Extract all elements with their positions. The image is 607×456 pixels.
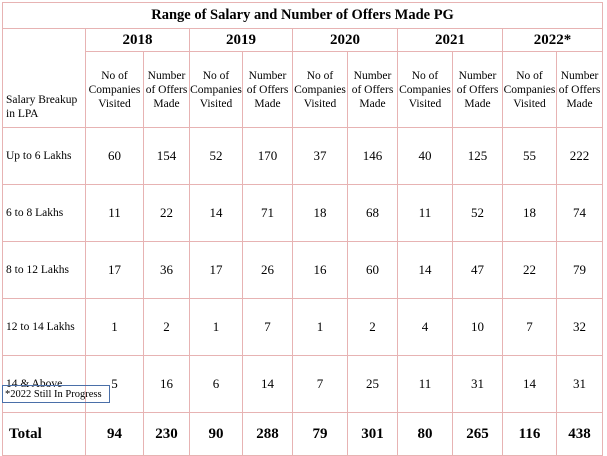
offers-made-cell: 60: [347, 241, 398, 299]
salary-range-label: 12 to 14 Lakhs: [2, 298, 86, 356]
offers-made-cell: 10: [452, 298, 503, 356]
offers-made-cell: 7: [242, 298, 293, 356]
offers-made-cell: 31: [452, 355, 503, 413]
offers-made-cell: 74: [555, 184, 604, 242]
offers-made-cell: 79: [555, 241, 604, 299]
companies-visited-cell: 60: [85, 127, 144, 185]
companies-visited-header: No of Companies Visited: [292, 51, 348, 128]
table-row: 6 to 8 Lakhs 11 22 14 71 18 68 11 52 18 74: [2, 184, 604, 242]
companies-visited-cell: 4: [397, 298, 453, 356]
companies-visited-cell: 7: [502, 298, 557, 356]
offers-made-cell: 2: [347, 298, 398, 356]
salary-range-label: Up to 6 Lakhs: [2, 127, 86, 185]
offers-made-cell: 154: [143, 127, 190, 185]
total-companies-cell: 90: [189, 412, 243, 456]
offers-made-header: Number of Offers Made: [452, 51, 503, 128]
total-companies-cell: 80: [397, 412, 453, 456]
offers-made-cell: 36: [143, 241, 190, 299]
offers-made-cell: 31: [555, 355, 604, 413]
offers-made-header: Number of Offers Made: [143, 51, 190, 128]
row-header: Salary Breakup in LPA: [2, 28, 86, 128]
total-offers-cell: 438: [555, 412, 604, 456]
table-row: 12 to 14 Lakhs 1 2 1 7 1 2 4 10 7 32: [2, 298, 604, 356]
companies-visited-cell: 14: [397, 241, 453, 299]
total-companies-cell: 94: [85, 412, 144, 456]
companies-visited-cell: 40: [397, 127, 453, 185]
companies-visited-header: No of Companies Visited: [397, 51, 453, 128]
offers-made-header: Number of Offers Made: [347, 51, 398, 128]
offers-made-cell: 22: [143, 184, 190, 242]
companies-visited-header: No of Companies Visited: [85, 51, 144, 128]
companies-visited-cell: 1: [292, 298, 348, 356]
offers-made-cell: 2: [143, 298, 190, 356]
companies-visited-cell: 11: [397, 355, 453, 413]
companies-visited-cell: 18: [292, 184, 348, 242]
companies-visited-cell: 5: [85, 355, 144, 413]
year-header: 2018: [85, 28, 190, 52]
companies-visited-cell: 37: [292, 127, 348, 185]
offers-made-cell: 26: [242, 241, 293, 299]
companies-visited-cell: 14: [189, 184, 243, 242]
companies-visited-cell: 14: [502, 355, 557, 413]
companies-visited-cell: 7: [292, 355, 348, 413]
companies-visited-cell: 17: [85, 241, 144, 299]
offers-made-cell: 222: [555, 127, 604, 185]
companies-visited-cell: 1: [189, 298, 243, 356]
total-offers-cell: 288: [242, 412, 293, 456]
total-companies-cell: 79: [292, 412, 348, 456]
total-row: Total 94 230 90 288 79 301 80 265 116 438: [2, 412, 604, 456]
offers-made-cell: 32: [555, 298, 604, 356]
offers-made-cell: 68: [347, 184, 398, 242]
companies-visited-cell: 11: [397, 184, 453, 242]
footnote: *2022 Still In Progress: [2, 385, 110, 403]
offers-made-header: Number of Offers Made: [555, 51, 604, 128]
offers-made-cell: 125: [452, 127, 503, 185]
offers-made-cell: 52: [452, 184, 503, 242]
salary-range-label: 6 to 8 Lakhs: [2, 184, 86, 242]
offers-made-cell: 16: [143, 355, 190, 413]
companies-visited-cell: 6: [189, 355, 243, 413]
companies-visited-cell: 17: [189, 241, 243, 299]
year-header: 2021: [397, 28, 503, 52]
companies-visited-cell: 16: [292, 241, 348, 299]
table-title: Range of Salary and Number of Offers Mad…: [1, 2, 604, 29]
companies-visited-cell: 1: [85, 298, 144, 356]
offers-made-cell: 25: [347, 355, 398, 413]
companies-visited-cell: 52: [189, 127, 243, 185]
table-row: Up to 6 Lakhs 60 154 52 170 37 146 40 125 55 222: [2, 127, 604, 185]
year-header: 2020: [292, 28, 398, 52]
total-offers-cell: 265: [452, 412, 503, 456]
offers-made-cell: 71: [242, 184, 293, 242]
companies-visited-cell: 22: [502, 241, 557, 299]
companies-visited-cell: 55: [502, 127, 557, 185]
offers-made-cell: 170: [242, 127, 293, 185]
offers-made-header: Number of Offers Made: [242, 51, 293, 128]
companies-visited-cell: 18: [502, 184, 557, 242]
year-header: 2022*: [501, 28, 604, 52]
companies-visited-header: No of Companies Visited: [189, 51, 243, 128]
offers-made-cell: 146: [347, 127, 398, 185]
total-offers-cell: 301: [347, 412, 398, 456]
offers-made-cell: 47: [452, 241, 503, 299]
table-row: 8 to 12 Lakhs 17 36 17 26 16 60 14 47 22 79: [2, 241, 604, 299]
total-label: Total: [2, 412, 86, 456]
table-row: 14 & Above 5 16 6 14 7 25 11 31 14 31: [2, 355, 604, 413]
companies-visited-header: No of Companies Visited: [502, 51, 557, 128]
offers-made-cell: 14: [242, 355, 293, 413]
salary-range-label: 8 to 12 Lakhs: [2, 241, 86, 299]
total-companies-cell: 116: [502, 412, 557, 456]
total-offers-cell: 230: [143, 412, 190, 456]
companies-visited-cell: 11: [85, 184, 144, 242]
year-header: 2019: [189, 28, 293, 52]
